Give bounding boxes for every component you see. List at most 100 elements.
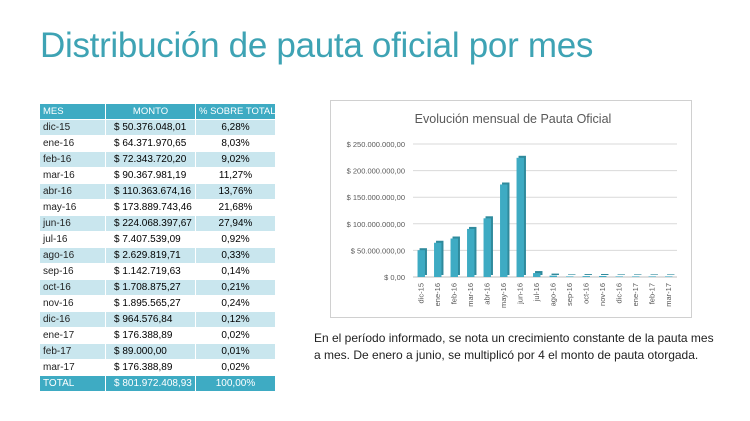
table-row: jun-16 $ 224.068.397,67 27,94% xyxy=(39,215,276,232)
bar xyxy=(549,275,557,277)
bar-ene-16 xyxy=(434,240,444,277)
cell-pct: 21,68% xyxy=(195,199,276,216)
bar xyxy=(467,228,475,277)
x-tick-label: mar-16 xyxy=(466,283,475,307)
table-row: ago-16 $ 2.629.819,71 0,33% xyxy=(39,247,276,264)
bar-shade xyxy=(650,274,658,275)
header-mes: MES xyxy=(39,103,106,120)
bar-feb-16 xyxy=(450,236,460,277)
x-tick-label: sep-16 xyxy=(565,283,574,306)
cell-pct: 8,03% xyxy=(195,135,276,152)
table-row: ene-16 $ 64.371.970,65 8,03% xyxy=(39,135,276,152)
bar xyxy=(500,184,508,277)
bar xyxy=(632,276,640,277)
bar-shade xyxy=(535,271,543,275)
bar-ago-16 xyxy=(549,273,559,277)
cell-pct: 0,14% xyxy=(195,263,276,280)
cell-monto: $ 72.343.720,20 xyxy=(105,151,196,168)
cell-pct: 0,12% xyxy=(195,311,276,328)
x-tick-label: may-16 xyxy=(499,283,508,308)
table-header-row: MES MONTO % SOBRE TOTAL xyxy=(39,103,276,120)
x-tick-label: ago-16 xyxy=(548,283,557,306)
x-tick-label: ene-16 xyxy=(433,283,442,306)
cell-pct: 0,02% xyxy=(195,327,276,344)
bar xyxy=(450,238,458,277)
bar-may-16 xyxy=(500,182,510,277)
bar xyxy=(648,276,656,277)
table-row: jul-16 $ 7.407.539,09 0,92% xyxy=(39,231,276,248)
header-pct: % SOBRE TOTAL xyxy=(195,103,276,120)
cell-monto: $ 50.376.048,01 xyxy=(105,119,196,136)
bar-dic-15 xyxy=(417,248,427,277)
y-tick-label: $ 200.000.000,00 xyxy=(347,167,405,176)
table-row: mar-17 $ 176.388,89 0,02% xyxy=(39,359,276,376)
cell-mes: oct-16 xyxy=(39,279,106,296)
cell-monto: $ 90.367.981,19 xyxy=(105,167,196,184)
bar-shade xyxy=(617,274,625,275)
x-tick-label: jul-16 xyxy=(532,283,541,302)
chart-canvas: Evolución mensual de Pauta Oficial $ 0,0… xyxy=(347,112,677,308)
bar-shade xyxy=(667,274,675,275)
cell-monto: $ 1.708.875,27 xyxy=(105,279,196,296)
x-tick-label: mar-17 xyxy=(664,283,673,307)
monthly-chart: Evolución mensual de Pauta Oficial $ 0,0… xyxy=(330,100,692,318)
cell-mes: feb-17 xyxy=(39,343,106,360)
cell-mes: may-16 xyxy=(39,199,106,216)
cell-pct: 9,02% xyxy=(195,151,276,168)
bar-shade xyxy=(584,274,592,275)
commentary-text: En el período informado, se nota un crec… xyxy=(314,331,714,362)
bar-jul-16 xyxy=(533,271,543,277)
cell-monto: $ 1.142.719,63 xyxy=(105,263,196,280)
header-monto: MONTO xyxy=(105,103,196,120)
bar-oct-16 xyxy=(582,274,592,277)
cell-mes: mar-17 xyxy=(39,359,106,376)
bar-dic-16 xyxy=(615,274,625,277)
y-tick-label: $ 150.000.000,00 xyxy=(347,193,405,202)
bar xyxy=(566,276,574,277)
cell-pct: 6,28% xyxy=(195,119,276,136)
cell-mes: dic-16 xyxy=(39,311,106,328)
bar xyxy=(615,276,623,277)
chart-bars xyxy=(417,155,675,277)
bar-shade xyxy=(551,273,559,275)
cell-monto: $ 89.000,00 xyxy=(105,343,196,360)
cell-pct: 0,01% xyxy=(195,343,276,360)
table-row: oct-16 $ 1.708.875,27 0,21% xyxy=(39,279,276,296)
bar-jun-16 xyxy=(516,155,526,277)
bar-mar-17 xyxy=(665,274,675,277)
cell-monto: $ 64.371.970,65 xyxy=(105,135,196,152)
table-row: dic-15 $ 50.376.048,01 6,28% xyxy=(39,119,276,136)
y-tick-label: $ 50.000.000,00 xyxy=(351,246,405,255)
y-tick-label: $ 0,00 xyxy=(384,273,405,282)
x-tick-label: abr-16 xyxy=(482,283,491,305)
bar xyxy=(483,218,491,277)
bar xyxy=(533,273,541,277)
table-row: feb-17 $ 89.000,00 0,01% xyxy=(39,343,276,360)
cell-mes: sep-16 xyxy=(39,263,106,280)
bar xyxy=(665,276,673,277)
table-body: dic-15 $ 50.376.048,01 6,28% ene-16 $ 64.371… xyxy=(39,119,276,392)
cell-pct: 13,76% xyxy=(195,183,276,200)
cell-monto: $ 224.068.397,67 xyxy=(105,215,196,232)
cell-monto: $ 173.889.743,46 xyxy=(105,199,196,216)
table-row: feb-16 $ 72.343.720,20 9,02% xyxy=(39,151,276,168)
bar-abr-16 xyxy=(483,216,493,277)
cell-mes: feb-16 xyxy=(39,151,106,168)
cell-pct: 0,02% xyxy=(195,359,276,376)
table-row: ene-17 $ 176.388,89 0,02% xyxy=(39,327,276,344)
cell-monto: $ 7.407.539,09 xyxy=(105,231,196,248)
bar-mar-16 xyxy=(467,226,477,277)
y-tick-label: $ 250.000.000,00 xyxy=(347,140,405,149)
cell-monto: $ 2.629.819,71 xyxy=(105,247,196,264)
bar xyxy=(516,157,524,277)
x-tick-label: ene-17 xyxy=(631,283,640,306)
table-row: abr-16 $ 110.363.674,16 13,76% xyxy=(39,183,276,200)
x-axis-ticks: dic-15 ene-16 feb-16 mar-16 abr-16 may-16 jun-… xyxy=(416,283,673,308)
cell-pct: 0,33% xyxy=(195,247,276,264)
x-tick-label: nov-16 xyxy=(598,283,607,306)
cell-pct: 0,24% xyxy=(195,295,276,312)
x-tick-label: dic-16 xyxy=(614,283,623,303)
cell-mes: nov-16 xyxy=(39,295,106,312)
bar xyxy=(434,242,442,277)
total-label: TOTAL xyxy=(39,375,106,392)
